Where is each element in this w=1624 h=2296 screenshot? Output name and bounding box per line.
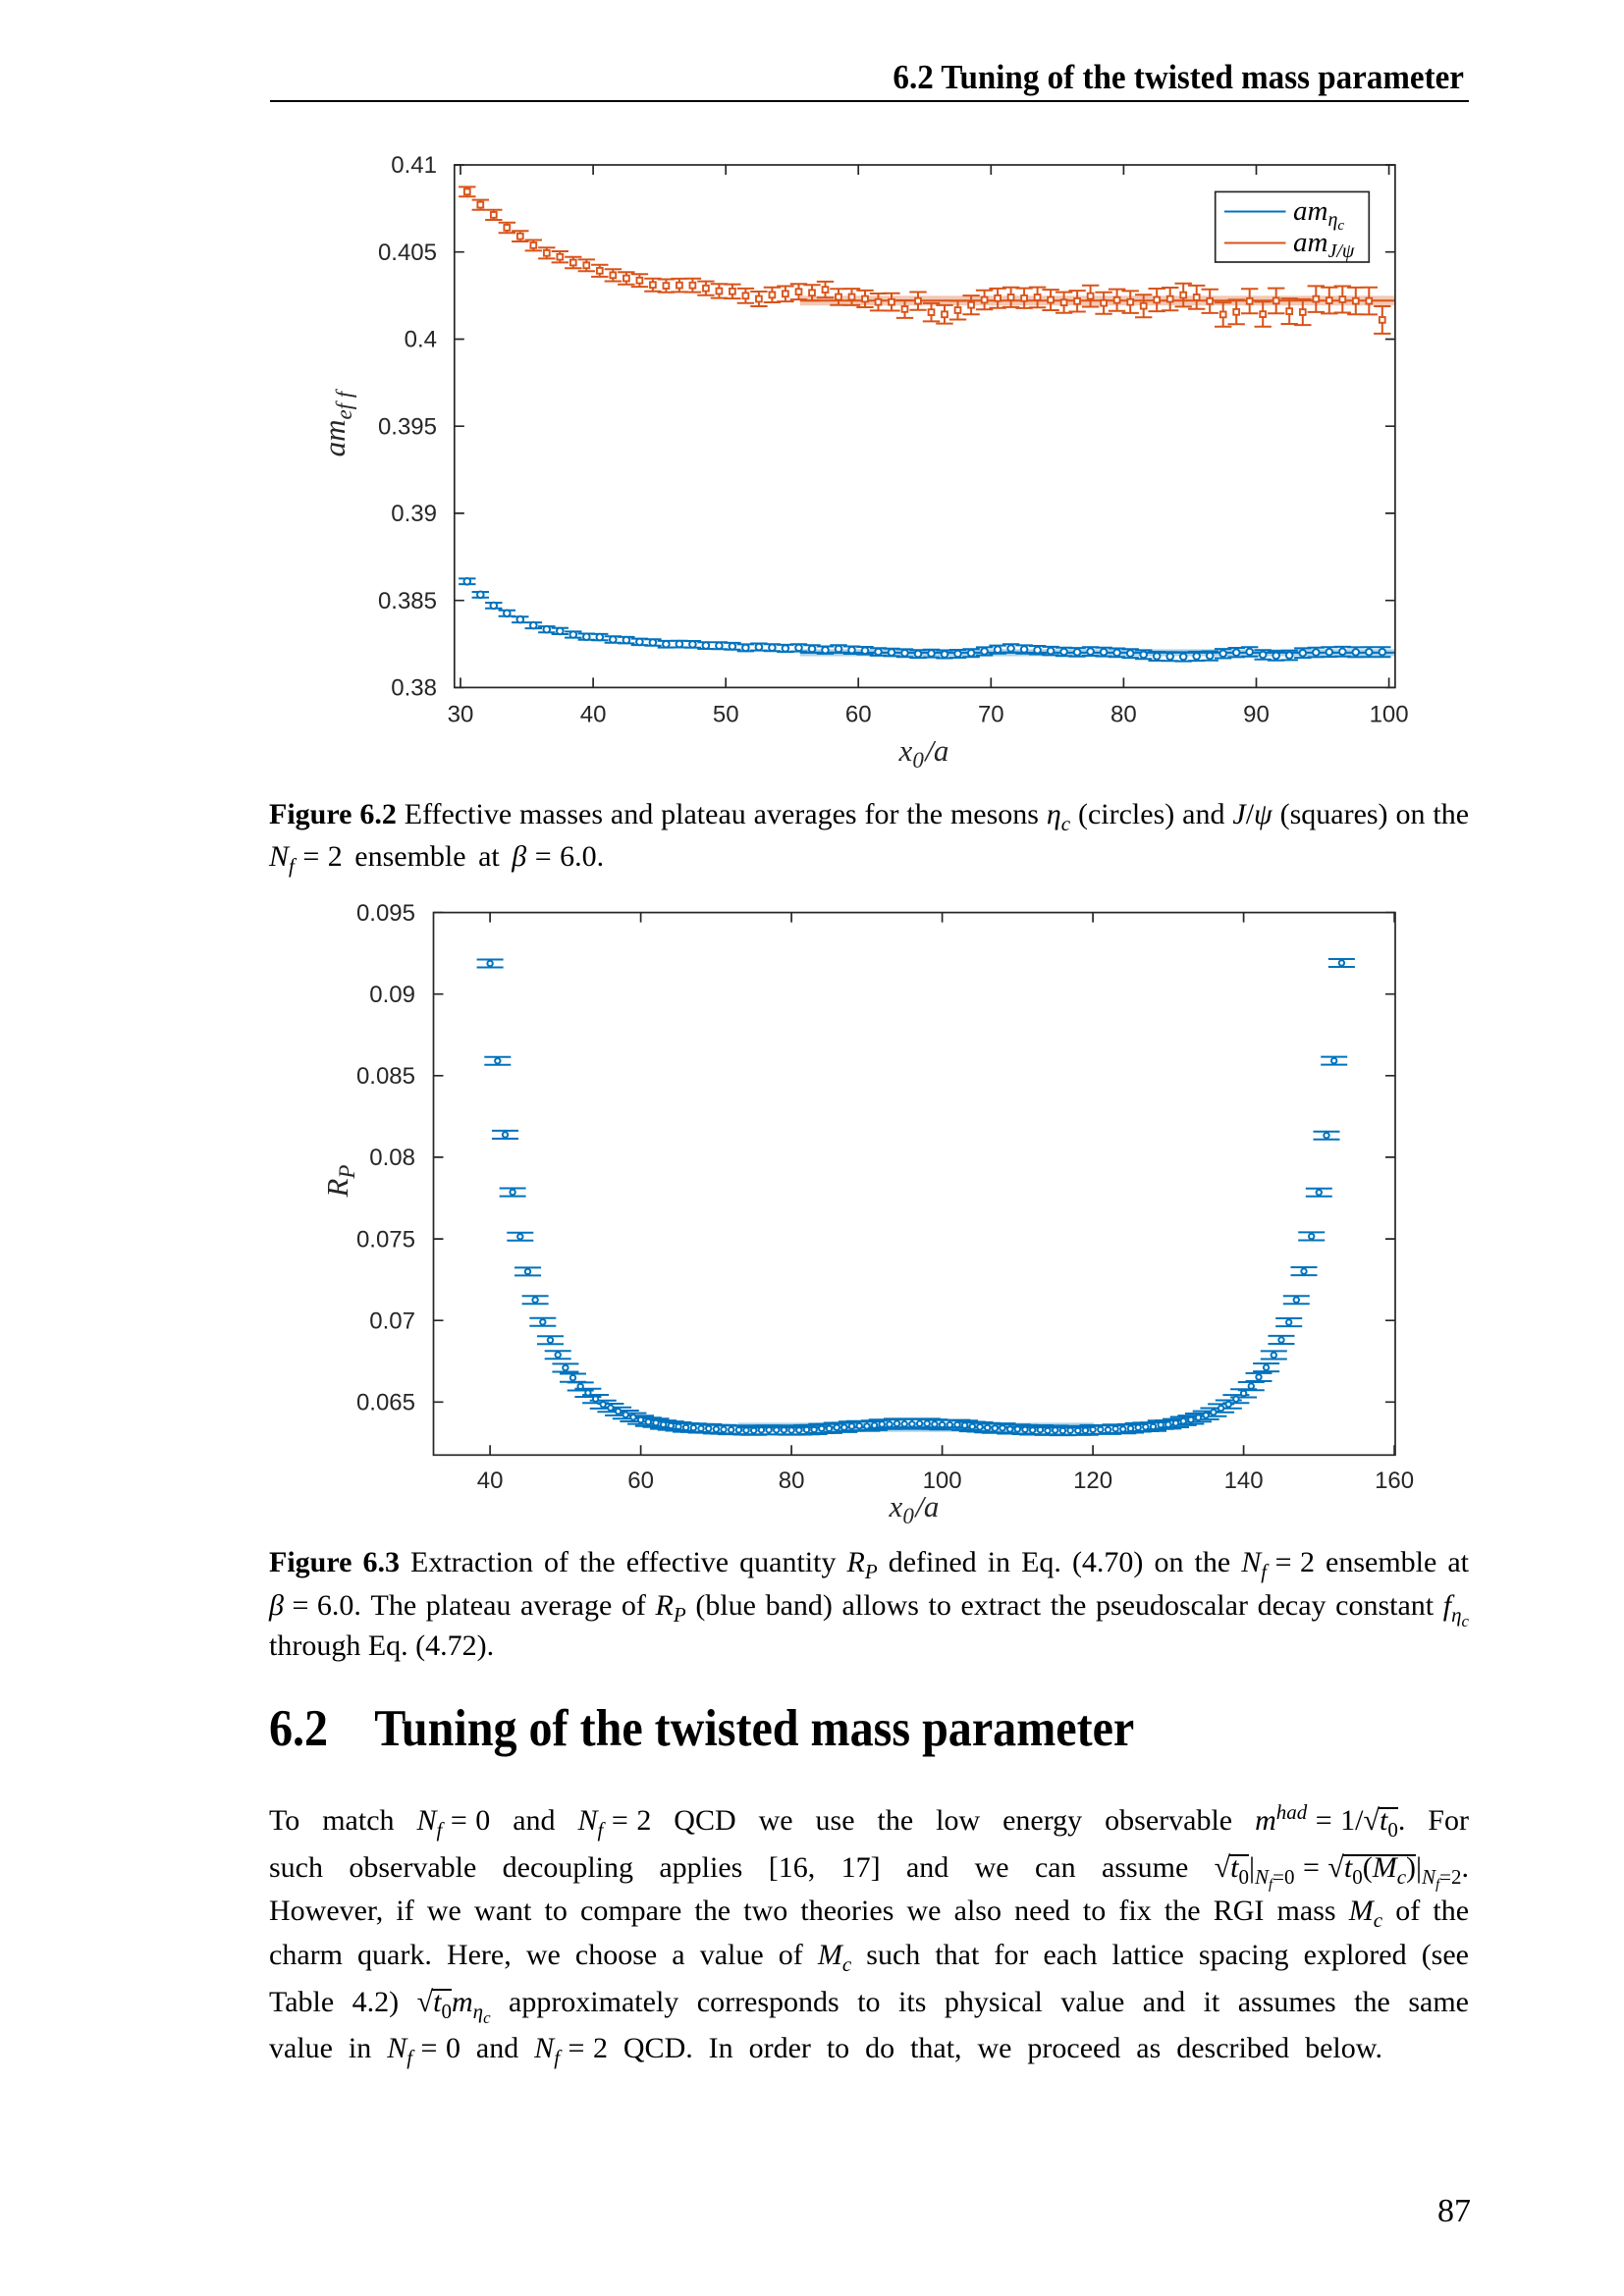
- svg-text:0.075: 0.075: [356, 1226, 415, 1253]
- svg-text:0.385: 0.385: [378, 588, 437, 614]
- svg-text:140: 140: [1224, 1468, 1264, 1494]
- svg-text:100: 100: [923, 1468, 962, 1494]
- svg-text:0.4: 0.4: [405, 327, 437, 353]
- svg-text:60: 60: [627, 1468, 654, 1494]
- svg-text:RP: RP: [320, 1165, 359, 1199]
- svg-text:0.085: 0.085: [356, 1063, 415, 1090]
- svg-text:0.395: 0.395: [378, 413, 437, 440]
- svg-text:0.065: 0.065: [356, 1390, 415, 1416]
- svg-text:120: 120: [1073, 1468, 1112, 1494]
- svg-text:160: 160: [1375, 1468, 1414, 1494]
- svg-text:0.08: 0.08: [369, 1145, 415, 1171]
- svg-text:90: 90: [1243, 702, 1270, 728]
- svg-text:80: 80: [779, 1468, 805, 1494]
- svg-text:x0/a: x0/a: [898, 733, 949, 773]
- svg-text:40: 40: [477, 1468, 504, 1494]
- svg-text:100: 100: [1370, 702, 1409, 728]
- svg-text:0.09: 0.09: [369, 982, 415, 1008]
- svg-text:40: 40: [580, 702, 607, 728]
- svg-text:x0/a: x0/a: [889, 1489, 940, 1528]
- svg-text:0.41: 0.41: [391, 152, 437, 179]
- svg-text:70: 70: [978, 702, 1004, 728]
- svg-text:50: 50: [713, 702, 739, 728]
- svg-text:0.07: 0.07: [369, 1308, 415, 1334]
- svg-text:30: 30: [448, 702, 474, 728]
- svg-text:0.405: 0.405: [378, 240, 437, 266]
- svg-text:80: 80: [1110, 702, 1137, 728]
- svg-text:0.38: 0.38: [391, 675, 437, 702]
- svg-text:0.095: 0.095: [356, 900, 415, 927]
- svg-text:60: 60: [845, 702, 872, 728]
- svg-text:amef f: amef f: [317, 388, 356, 456]
- svg-text:0.39: 0.39: [391, 501, 437, 527]
